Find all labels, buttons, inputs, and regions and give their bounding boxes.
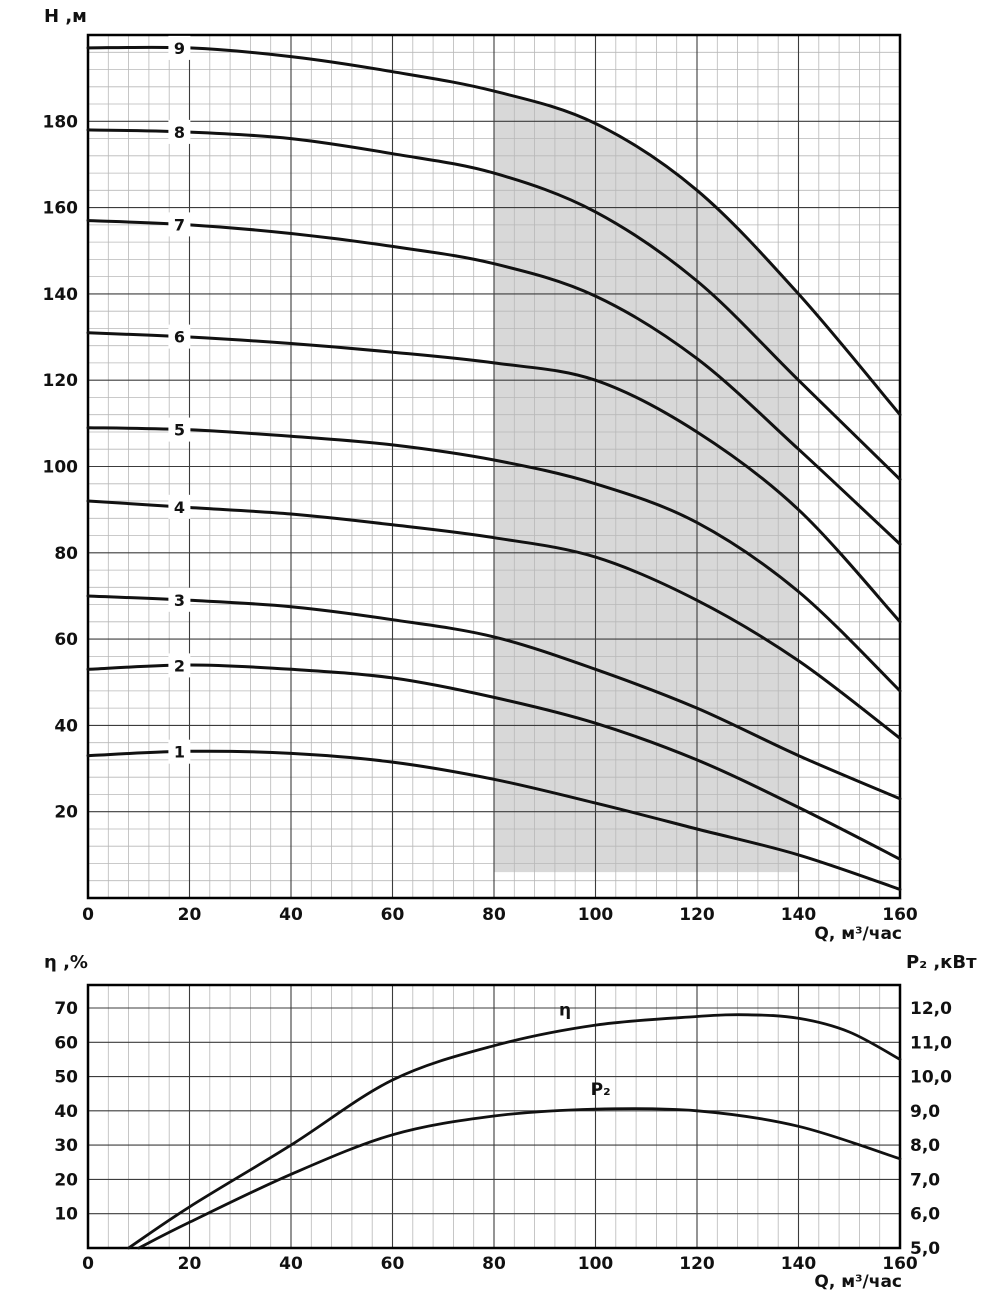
major-grid xyxy=(88,35,900,898)
curve-label-7: 7 xyxy=(174,215,185,234)
y-axis-tick-label: 40 xyxy=(54,716,78,736)
y-left-tick-label: 40 xyxy=(54,1102,78,1122)
y-right-tick-label: 5,0 xyxy=(910,1239,940,1259)
y-left-tick-label: 70 xyxy=(54,999,78,1019)
y-right-tick-label: 10,0 xyxy=(910,1068,952,1088)
curve-label-6: 6 xyxy=(174,328,185,347)
x-axis-tick-label: 160 xyxy=(882,905,918,925)
curve-label-backing xyxy=(168,653,191,678)
head-capacity-chart: 1 2 3 4 5 6 7 8 9 20 40 60 80 100 120 140 160 180 0 20 40 60 8… xyxy=(43,6,918,944)
x-axis-tick-label: 120 xyxy=(679,1254,715,1274)
curve-6 xyxy=(86,331,902,624)
curve-label-4: 4 xyxy=(174,498,185,517)
x-axis-tick-label: 20 xyxy=(178,1254,202,1274)
curve-4 xyxy=(86,499,902,740)
curve-label-3: 3 xyxy=(174,591,185,610)
y-left-axis-title: η ,% xyxy=(44,952,88,973)
y-right-tick-label: 7,0 xyxy=(910,1170,940,1190)
x-axis-tick-label: 80 xyxy=(482,1254,506,1274)
curve-label-power: P₂ xyxy=(591,1080,611,1100)
y-axis-tick-label: 180 xyxy=(43,112,79,132)
x-axis-title: Q, м³/час xyxy=(814,924,902,944)
curve-label-backing xyxy=(168,494,191,519)
curve-power xyxy=(137,1107,902,1250)
recommended-operating-zone xyxy=(494,91,799,873)
curve-label-5: 5 xyxy=(174,421,185,440)
y-left-tick-label: 20 xyxy=(54,1170,78,1190)
y-right-tick-label: 9,0 xyxy=(910,1102,940,1122)
curve-5 xyxy=(86,426,902,693)
x-axis-tick-label: 80 xyxy=(482,905,506,925)
plot-border xyxy=(86,33,902,900)
x-axis-tick-label: 100 xyxy=(578,905,614,925)
y-axis-title: H ,м xyxy=(44,6,87,27)
y-left-tick-label: 30 xyxy=(54,1136,78,1156)
curve-label-backing xyxy=(168,119,191,144)
x-axis-tick-label: 20 xyxy=(178,905,202,925)
curve-label-backing xyxy=(168,587,191,612)
curve-label-1: 1 xyxy=(174,743,185,762)
curve-7 xyxy=(86,219,902,546)
efficiency-power-chart: η P₂ 10 20 30 40 50 60 70 12,0 11,0 10,0 9,0 8,0 7,0 6,… xyxy=(44,952,977,1292)
y-axis-tick-label: 120 xyxy=(43,371,79,391)
curve-8 xyxy=(86,128,902,481)
curve-label-backing xyxy=(168,212,191,237)
curve-9 xyxy=(86,45,902,417)
x-axis-tick-label: 40 xyxy=(279,1254,303,1274)
x-axis-tick-label: 40 xyxy=(279,905,303,925)
curve-label-backing xyxy=(168,324,191,349)
curve-label-backing xyxy=(168,417,191,442)
y-left-tick-label: 10 xyxy=(54,1205,78,1225)
curve-label-backing xyxy=(168,739,191,764)
plot-border xyxy=(86,983,902,1250)
x-axis-title: Q, м³/час xyxy=(814,1272,902,1292)
y-right-axis-title: P₂ ,кВт xyxy=(906,952,977,973)
x-axis-tick-label: 0 xyxy=(82,1254,94,1274)
curve-label-efficiency: η xyxy=(559,1000,571,1020)
x-axis-tick-label: 120 xyxy=(679,905,715,925)
y-axis-tick-label: 20 xyxy=(54,803,78,823)
major-grid xyxy=(88,985,900,1248)
y-axis-tick-label: 100 xyxy=(43,458,79,478)
curve-label-9: 9 xyxy=(174,39,185,58)
x-axis-tick-label: 160 xyxy=(882,1254,918,1274)
y-right-tick-label: 11,0 xyxy=(910,1033,952,1053)
x-axis-tick-label: 60 xyxy=(381,905,405,925)
x-axis-tick-label: 140 xyxy=(781,1254,817,1274)
y-right-tick-label: 6,0 xyxy=(910,1205,940,1225)
y-left-tick-label: 60 xyxy=(54,1033,78,1053)
y-right-tick-label: 12,0 xyxy=(910,999,952,1019)
y-axis-tick-label: 140 xyxy=(43,285,79,305)
curve-1 xyxy=(86,749,902,891)
curve-3 xyxy=(86,594,902,801)
y-axis-tick-label: 160 xyxy=(43,199,79,219)
y-axis-tick-label: 80 xyxy=(54,544,78,564)
curve-label-backing xyxy=(168,35,191,60)
y-left-tick-label: 50 xyxy=(54,1068,78,1088)
curve-2 xyxy=(86,663,902,861)
y-right-tick-label: 8,0 xyxy=(910,1136,940,1156)
y-axis-tick-label: 60 xyxy=(54,630,78,650)
x-axis-tick-label: 0 xyxy=(82,905,94,925)
x-axis-tick-label: 140 xyxy=(781,905,817,925)
curve-efficiency xyxy=(127,1013,902,1250)
curve-label-8: 8 xyxy=(174,123,185,142)
x-axis-tick-label: 100 xyxy=(578,1254,614,1274)
curve-label-2: 2 xyxy=(174,656,185,675)
x-axis-tick-label: 60 xyxy=(381,1254,405,1274)
